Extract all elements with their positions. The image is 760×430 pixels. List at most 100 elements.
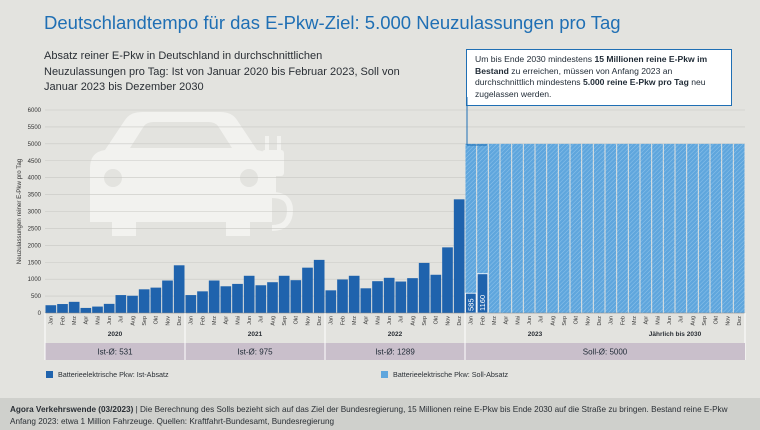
x-tick-label: Jul <box>539 316 545 323</box>
x-tick-label: Mai <box>515 316 521 325</box>
x-tick-label: Sep <box>282 316 288 326</box>
x-tick-label: Feb <box>620 316 626 325</box>
x-tick-label: Dez <box>177 316 183 326</box>
x-tick-label: Nov <box>165 316 171 326</box>
bar-ist <box>208 280 220 313</box>
x-tick-label: Dez <box>737 316 743 326</box>
average-label: Ist-Ø: 1289 <box>375 348 415 357</box>
x-tick-label: Mrz <box>492 316 498 325</box>
x-tick-label: Sep <box>142 316 148 326</box>
x-tick-label: Sep <box>422 316 428 326</box>
bar-ist <box>430 274 442 313</box>
y-axis-label: Neuzulassungen reiner E-Pkw pro Tag <box>16 158 23 264</box>
footer-bar <box>0 398 760 430</box>
y-tick-label: 4000 <box>28 176 42 182</box>
y-tick-label: 0 <box>38 311 42 317</box>
bar-ist <box>290 280 302 313</box>
car-charging-icon <box>90 112 294 236</box>
average-label: Ist-Ø: 531 <box>97 348 133 357</box>
bar-soll <box>593 143 605 313</box>
year-label: 2020 <box>108 331 123 338</box>
x-tick-label: Mai <box>655 316 661 325</box>
bar-soll <box>628 143 640 313</box>
x-tick-label: Apr <box>644 316 650 325</box>
bar-ist <box>453 199 465 313</box>
bar-ist <box>337 279 348 313</box>
bar-ist <box>325 290 337 313</box>
x-tick-label: Apr <box>364 316 370 325</box>
x-tick-label: Apr <box>224 316 230 325</box>
bar-soll <box>687 143 698 313</box>
callout-text-1: Um bis Ende 2030 mindestens <box>475 54 595 64</box>
bar-ist <box>220 286 232 313</box>
callout-text-3: neu zugelassen werden. <box>475 77 706 99</box>
bar-ist <box>313 259 325 313</box>
x-tick-label: Mrz <box>352 316 358 325</box>
bar-soll <box>488 143 500 313</box>
bar-soll <box>710 143 722 313</box>
bar-soll <box>605 143 617 313</box>
y-tick-label: 3500 <box>28 193 42 199</box>
x-tick-label: Jan <box>49 316 55 325</box>
y-tick-label: 5500 <box>28 125 42 131</box>
bar-ist <box>418 262 430 313</box>
bar-soll <box>640 143 652 313</box>
bar-ist <box>80 307 92 313</box>
bar-ist <box>243 275 255 313</box>
x-tick-label: Jul <box>259 316 265 323</box>
bar-soll <box>558 143 570 313</box>
x-tick-label: Okt <box>154 316 160 325</box>
x-tick-label: Mrz <box>72 316 78 325</box>
x-tick-label: Jun <box>667 316 673 325</box>
x-tick-label: Mai <box>95 316 101 325</box>
x-tick-label: Okt <box>714 316 720 325</box>
x-tick-label: Jun <box>247 316 253 325</box>
bar-soll <box>547 143 558 313</box>
bar-ist <box>302 267 313 313</box>
x-tick-label: Jan <box>609 316 615 325</box>
x-tick-label: Jan <box>189 316 195 325</box>
y-tick-label: 5000 <box>28 142 42 148</box>
chart-subtitle: Absatz reiner E-Pkw in Deutschland in du… <box>44 50 400 93</box>
x-tick-label: Feb <box>200 316 206 325</box>
bar-soll <box>570 143 582 313</box>
average-label: Soll-Ø: 5000 <box>583 348 628 357</box>
bar-ist <box>68 301 80 313</box>
bar-ist <box>383 277 395 313</box>
footer-text: Agora Verkehrswende (03/2023) | Die Bere… <box>10 404 750 427</box>
bar-soll <box>582 143 593 313</box>
x-tick-label: Aug <box>550 316 556 326</box>
bar-ist <box>127 295 138 313</box>
bar-ist <box>278 275 290 313</box>
bar-ist <box>103 303 115 313</box>
x-tick-label: Jun <box>107 316 113 325</box>
bar-soll <box>465 143 477 313</box>
bar-ist <box>372 281 383 313</box>
bar-ist <box>197 291 208 313</box>
x-tick-label: Mai <box>375 316 381 325</box>
x-tick-label: Nov <box>305 316 311 326</box>
bar-soll <box>617 143 628 313</box>
x-tick-label: Aug <box>130 316 136 326</box>
x-tick-label: Jan <box>469 316 475 325</box>
bar-ist <box>407 278 418 313</box>
callout-box: Um bis Ende 2030 mindestens 15 Millionen… <box>466 49 732 107</box>
x-tick-label: Sep <box>562 316 568 326</box>
x-tick-label: Mrz <box>632 316 638 325</box>
x-tick-label: Jul <box>119 316 125 323</box>
average-band <box>325 343 465 360</box>
x-tick-label: Feb <box>480 316 486 325</box>
x-tick-label: Jan <box>329 316 335 325</box>
bar-ist <box>255 285 267 313</box>
x-tick-label: Mrz <box>212 316 218 325</box>
bar-ist <box>348 275 360 313</box>
bar-soll <box>523 143 535 313</box>
legend-swatch-soll <box>381 371 388 378</box>
average-band <box>185 343 325 360</box>
bar-soll <box>500 143 512 313</box>
data-label: 1160 <box>478 295 487 311</box>
x-tick-label: Feb <box>60 316 66 325</box>
x-tick-label: Okt <box>434 316 440 325</box>
x-tick-label: Dez <box>457 316 463 326</box>
year-label: 2023 <box>528 331 543 338</box>
